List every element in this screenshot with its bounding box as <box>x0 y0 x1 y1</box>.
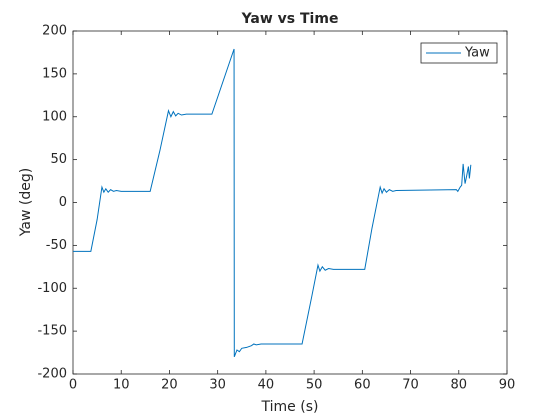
y-tick-label: -200 <box>37 367 67 382</box>
x-tick-label: 10 <box>113 378 130 393</box>
y-tick-label: -50 <box>46 238 67 253</box>
x-tick-label: 20 <box>161 378 178 393</box>
legend-label: Yaw <box>464 46 490 61</box>
x-axis-label: Time (s) <box>261 399 319 415</box>
y-axis-label: Yaw (deg) <box>18 168 34 237</box>
x-tick-label: 90 <box>499 378 516 393</box>
y-tick-label: 200 <box>42 24 67 39</box>
x-tick-label: 0 <box>69 378 77 393</box>
axes-box <box>72 30 508 375</box>
y-tick-label: 50 <box>50 152 67 167</box>
data-line <box>73 48 472 358</box>
y-tick-label: 100 <box>42 109 67 124</box>
x-tick-label: 50 <box>306 378 323 393</box>
y-tick-label: -150 <box>37 324 67 339</box>
x-tick-label: 80 <box>451 378 468 393</box>
y-tick-label: 150 <box>42 66 67 81</box>
y-tick-label: 0 <box>59 195 67 210</box>
y-tick-label: -100 <box>37 281 67 296</box>
x-tick-label: 60 <box>354 378 371 393</box>
x-tick-label: 30 <box>209 378 226 393</box>
chart-title: Yaw vs Time <box>241 11 339 27</box>
x-tick-label: 70 <box>402 378 419 393</box>
x-tick-label: 40 <box>258 378 275 393</box>
